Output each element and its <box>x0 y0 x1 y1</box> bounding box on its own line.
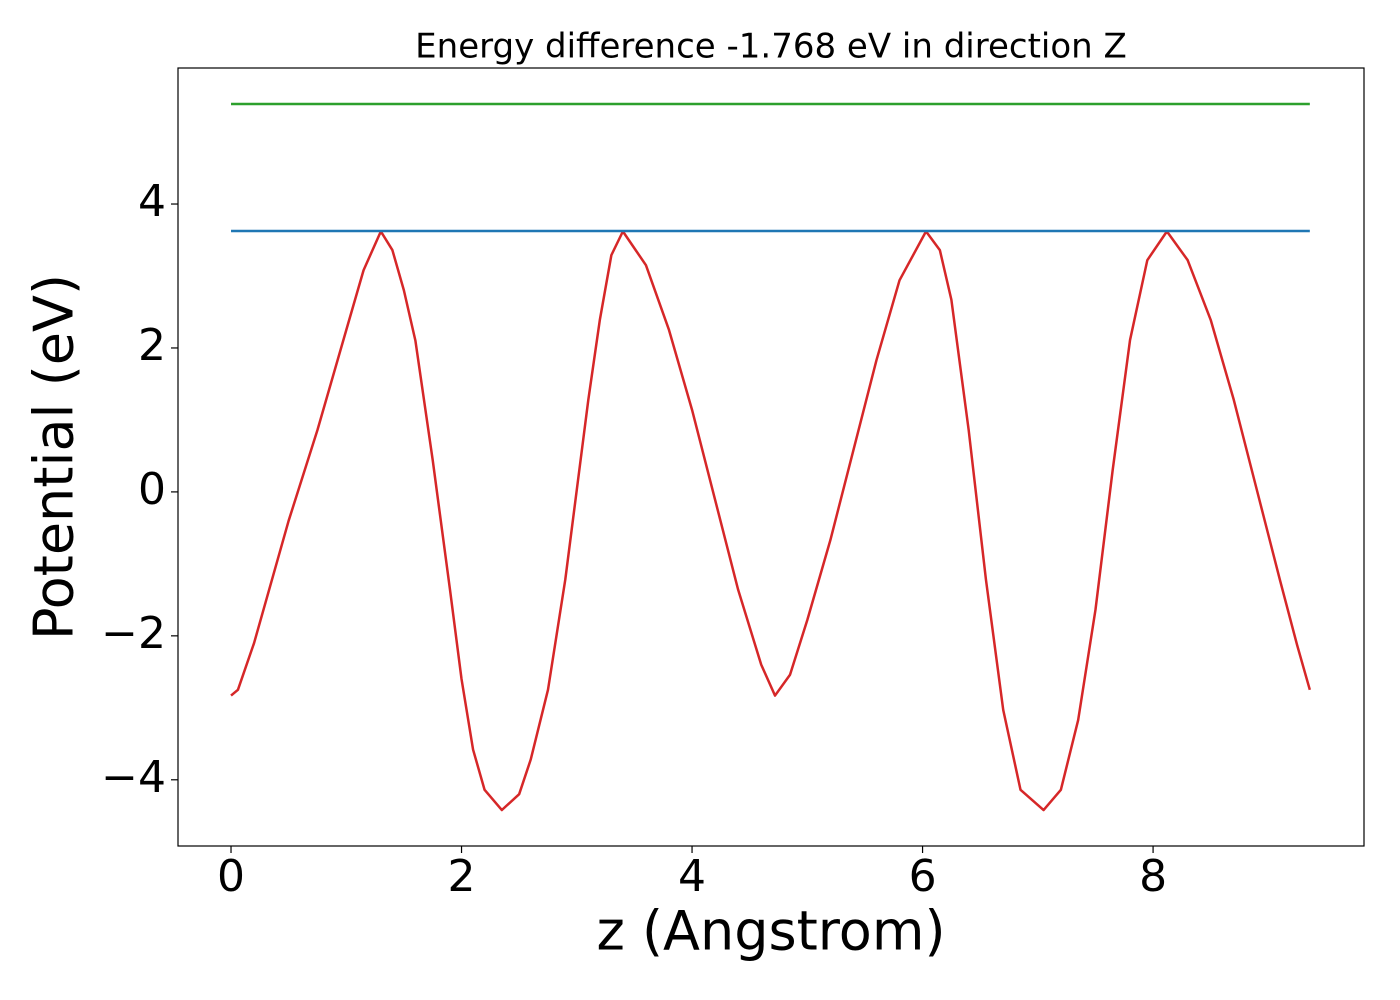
x-tick-label: 6 <box>909 851 937 902</box>
y-tick-label: 4 <box>138 176 166 227</box>
y-tick-label: −2 <box>101 608 166 659</box>
y-tick-label: −4 <box>101 752 166 803</box>
x-tick-label: 8 <box>1139 851 1167 902</box>
chart-title: Energy difference -1.768 eV in direction… <box>415 27 1127 67</box>
x-tick-label: 0 <box>217 851 245 902</box>
y-tick-label: 0 <box>138 464 166 515</box>
y-tick-label: 2 <box>138 320 166 371</box>
x-tick-label: 2 <box>448 851 476 902</box>
x-axis-label: z (Angstrom) <box>596 900 945 963</box>
line-series <box>230 230 1312 812</box>
x-tick-label: 4 <box>678 851 706 902</box>
y-axis-label: Potential (eV) <box>23 274 86 640</box>
plot-frame <box>177 67 1365 847</box>
